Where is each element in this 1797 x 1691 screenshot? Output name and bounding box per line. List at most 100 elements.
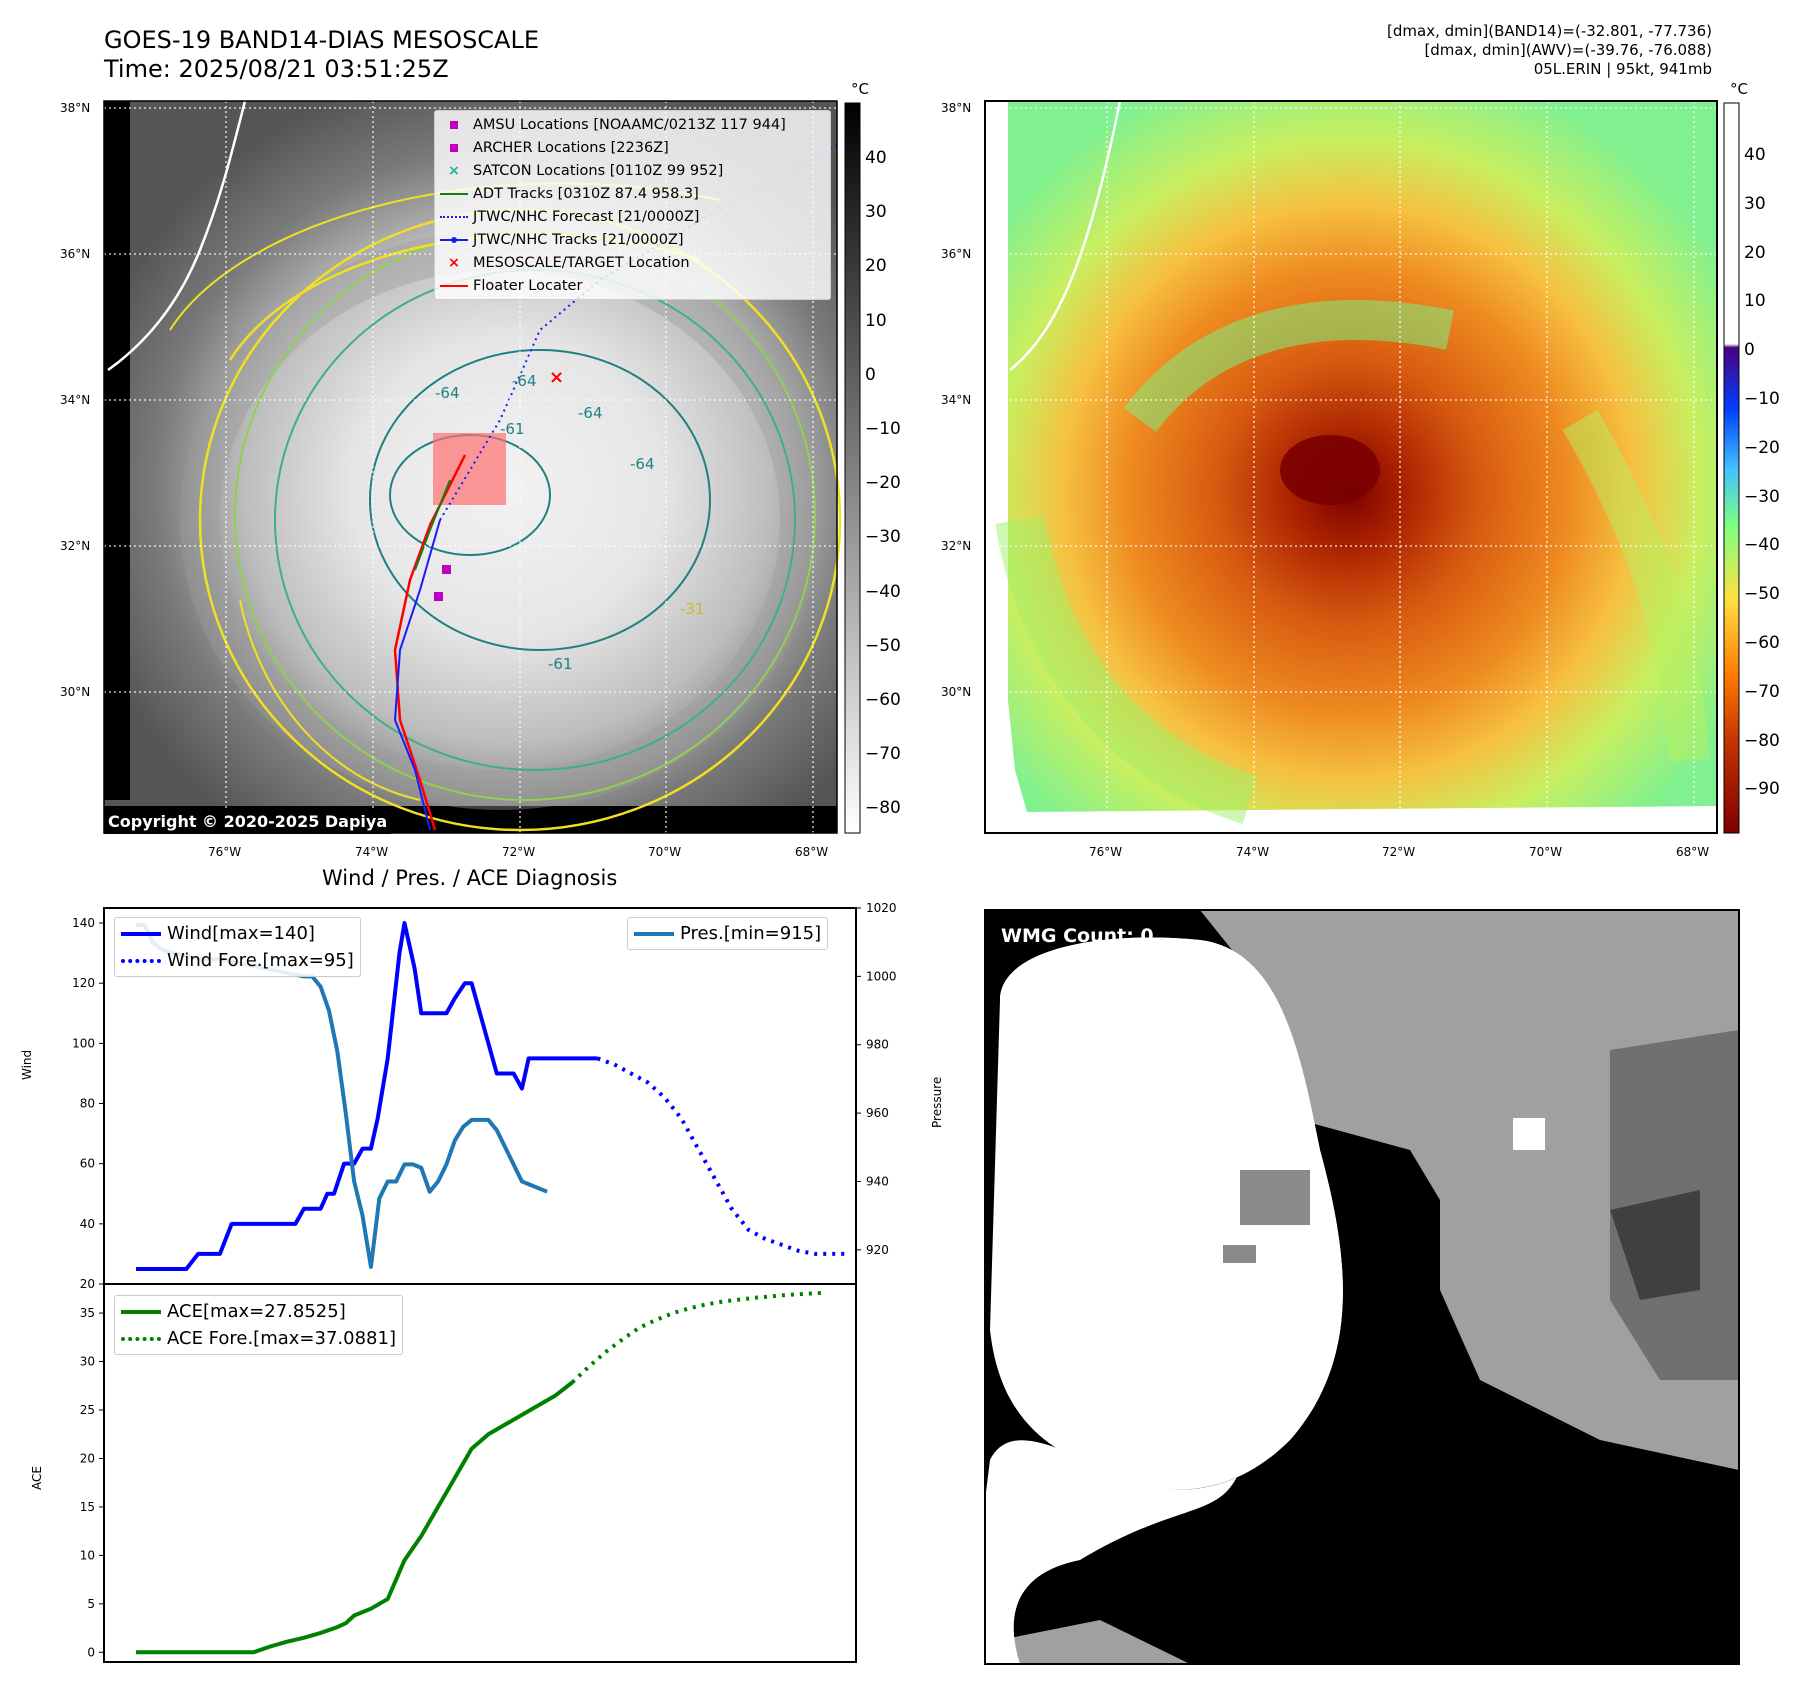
awv-colorbar-tick: −50 <box>1744 584 1780 605</box>
pressure-tick-label: 1020 <box>866 901 897 915</box>
band14-stats: [dmax, dmin](BAND14)=(-32.801, -77.736) <box>1387 22 1712 40</box>
square-icon <box>435 115 473 135</box>
legend-tracks: JTWC/NHC Tracks [21/0000Z] <box>435 228 830 251</box>
amsu-marker <box>442 565 451 574</box>
awv-lat-30: 30°N <box>941 685 972 699</box>
legend-label: ADT Tracks [0310Z 87.4 958.3] <box>473 185 699 202</box>
awv-colorbar-tick: −30 <box>1744 486 1780 507</box>
legend-label: Floater Locater <box>473 277 583 294</box>
awv-colorbar-tick: −20 <box>1744 437 1780 458</box>
line-icon <box>435 184 473 204</box>
target-marker: × <box>549 367 564 388</box>
awv-colorbar-tick: 20 <box>1744 242 1766 263</box>
ir-lon-72: 72°W <box>502 845 536 859</box>
ace-tick-label: 35 <box>80 1306 95 1320</box>
legend-target: × MESOSCALE/TARGET Location <box>435 251 830 274</box>
awv-lat-34: 34°N <box>941 393 972 407</box>
contour-label: -61 <box>500 420 525 438</box>
awv-lon-76: 76°W <box>1089 845 1123 859</box>
coastline <box>107 100 247 372</box>
awv-colorbar-tick: −80 <box>1744 730 1780 751</box>
ace-tick-label: 25 <box>80 1403 95 1417</box>
legend-satcon: × SATCON Locations [0110Z 99 952] <box>435 159 830 182</box>
ace-tick-label: 20 <box>80 1451 95 1465</box>
ir-colorbar-tick: −50 <box>865 635 901 656</box>
legend-ace: ACE[max=27.8525] <box>115 1298 396 1325</box>
wind-tick-label: 40 <box>80 1217 95 1231</box>
awv-lon-74: 74°W <box>1236 845 1270 859</box>
x-marker-icon: × <box>447 254 461 271</box>
pressure-tick-label: 940 <box>866 1174 889 1188</box>
ace-tick-label: 10 <box>80 1548 95 1562</box>
contour-label: -64 <box>435 384 460 402</box>
x-marker-icon: × <box>447 162 461 179</box>
legend-label: SATCON Locations [0110Z 99 952] <box>473 162 724 179</box>
legend-label: Wind[max=140] <box>167 923 315 944</box>
awv-lat-32: 32°N <box>941 539 972 553</box>
legend-wind: Wind[max=140] <box>115 920 354 947</box>
contour-label: -64 <box>578 404 603 422</box>
ir-lat-32: 32°N <box>60 539 91 553</box>
copyright-label: Copyright © 2020-2025 Dapiya <box>104 810 392 834</box>
legend-label: MESOSCALE/TARGET Location <box>473 254 690 271</box>
awv-lon-72: 72°W <box>1382 845 1416 859</box>
line-icon <box>435 276 473 296</box>
ir-colorbar-tick: 20 <box>865 256 887 277</box>
coastline-right <box>1009 100 1122 371</box>
legend-label: Wind Fore.[max=95] <box>167 950 354 971</box>
awv-colorbar-tick: 10 <box>1744 291 1766 312</box>
ace-line <box>136 1380 574 1655</box>
legend-pressure: Pres.[min=915] <box>628 920 821 947</box>
pressure-tick-label: 960 <box>866 1106 889 1120</box>
awv-lon-68: 68°W <box>1676 845 1710 859</box>
wind-legend: Wind[max=140] Wind Fore.[max=95] <box>114 917 361 977</box>
ace-legend: ACE[max=27.8525] ACE Fore.[max=37.0881] <box>114 1295 403 1355</box>
ace-tick-label: 15 <box>80 1500 95 1514</box>
ir-lon-70: 70°W <box>648 845 682 859</box>
legend-adt: ADT Tracks [0310Z 87.4 958.3] <box>435 182 830 205</box>
awv-lat-38: 38°N <box>941 101 972 115</box>
ir-colorbar-tick: 0 <box>865 364 876 385</box>
wind-line <box>136 921 598 1271</box>
awv-colorbar-tick: −70 <box>1744 681 1780 702</box>
ir-colorbar-tick: −70 <box>865 744 901 765</box>
ace-tick-label: 0 <box>87 1645 95 1659</box>
ace-axis-label: ACE <box>30 1466 44 1490</box>
wind-tick-label: 120 <box>72 976 95 990</box>
pressure-axis-label: Pressure <box>930 1076 944 1128</box>
awv-colorbar-tick: 0 <box>1744 340 1755 361</box>
legend-label: AMSU Locations [NOAAMC/0213Z 117 944] <box>473 116 786 133</box>
line-icon <box>628 924 680 944</box>
awv-map <box>984 100 1718 834</box>
legend-forecast: JTWC/NHC Forecast [21/0000Z] <box>435 205 830 228</box>
line-icon <box>115 924 167 944</box>
legend-ace-forecast: ACE Fore.[max=37.0881] <box>115 1325 396 1352</box>
contour-label: -31 <box>680 600 705 618</box>
wmg-count-label: WMG Count: 0 <box>1001 925 1154 947</box>
figure-title: GOES-19 BAND14-DIAS MESOSCALE Time: 2025… <box>104 26 539 84</box>
stats-block: [dmax, dmin](BAND14)=(-32.801, -77.736) … <box>1387 22 1712 79</box>
ir-colorbar-tick: −40 <box>865 581 901 602</box>
map-legend: AMSU Locations [NOAAMC/0213Z 117 944] AR… <box>434 110 831 300</box>
ir-colorbar-tick: −10 <box>865 419 901 439</box>
ace-forecast-line <box>570 1290 825 1384</box>
ace-plot-frame <box>103 1283 857 1663</box>
contour-label: -64 <box>512 372 537 390</box>
jtwc-track <box>393 519 441 831</box>
legend-label: Pres.[min=915] <box>680 923 822 944</box>
ir-lon-68: 68°W <box>795 845 829 859</box>
dotted-line-icon <box>115 951 167 971</box>
ir-colorbar-tick: 10 <box>865 310 887 331</box>
awv-colorbar-tick: −40 <box>1744 535 1780 556</box>
dotted-line-icon <box>115 1329 167 1349</box>
ir-colorbar-tick: −60 <box>865 690 901 710</box>
title-time: Time: 2025/08/21 03:51:25Z <box>104 55 449 83</box>
wind-tick-label: 20 <box>80 1277 95 1291</box>
awv-colorbar-tick: −60 <box>1744 633 1780 653</box>
awv-gridlines <box>985 101 1717 833</box>
ir-colorbar-tick: −20 <box>865 473 901 494</box>
wmg-panel <box>984 909 1740 1665</box>
pressure-tick-label: 920 <box>866 1243 889 1257</box>
ace-tick-label: 30 <box>80 1355 95 1369</box>
